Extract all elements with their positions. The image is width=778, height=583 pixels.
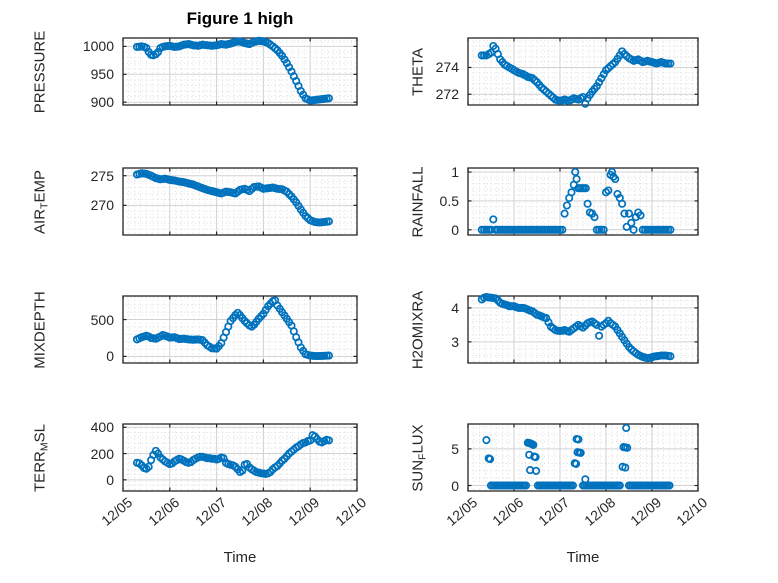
ylabel-subscript: T [38, 202, 51, 209]
ylabel-subscript: M [38, 441, 51, 451]
subplot-air_temp [122, 167, 358, 236]
ylabel-mixdepth: MIXDEPTH [31, 290, 49, 369]
ylabel-terr_msl: TERRMSL [31, 423, 51, 492]
ytick-label: 500 [90, 311, 114, 328]
ytick-label: 272 [435, 86, 459, 103]
ytick-label: 275 [90, 167, 114, 184]
ytick-label: 900 [90, 94, 114, 111]
subplot-rainfall [467, 167, 699, 236]
ytick-label: 400 [90, 419, 114, 436]
x-axis-label-right-column: Time [566, 549, 600, 566]
scatter-series-air_temp [132, 169, 333, 227]
ytick-label: 0 [106, 471, 114, 488]
ytick-label: 0 [451, 477, 459, 494]
ytick-label: 274 [435, 59, 459, 76]
ylabel-pressure: PRESSURE [31, 30, 49, 113]
x-axis-label-left-column: Time [223, 549, 257, 566]
figure-title: Figure 1 high [186, 9, 294, 28]
subplot-sun_flux [467, 423, 699, 492]
ytick-label: 200 [90, 445, 114, 462]
ytick-label: 0 [106, 348, 114, 365]
axes-frame [122, 423, 358, 492]
ytick-label: 4 [451, 299, 459, 316]
scatter-series-terr_msl [132, 431, 333, 478]
axes-frame [122, 295, 358, 364]
ytick-label: 3 [451, 333, 459, 350]
ytick-label: 1000 [82, 38, 114, 55]
ytick-label: 5 [451, 440, 459, 457]
axes-frame [467, 423, 699, 492]
ytick-label: 1 [451, 164, 459, 181]
subplot-terr_msl [122, 423, 358, 492]
scatter-series-mixdepth [132, 296, 333, 361]
subplot-mixdepth [122, 295, 358, 364]
ytick-label: 950 [90, 66, 114, 83]
ytick-label: 0 [451, 221, 459, 238]
scatter-series-sun_flux [482, 423, 674, 490]
axes-frame [122, 167, 358, 236]
scatter-series-h2omixra [477, 292, 675, 363]
scatter-series-pressure [132, 36, 333, 105]
scatter-series-rainfall [477, 167, 675, 234]
subplot-h2omixra [467, 292, 699, 364]
ytick-label: 270 [90, 197, 114, 214]
axes-frame [467, 37, 699, 106]
subplot-theta [467, 37, 699, 108]
scatter-series-theta [477, 41, 675, 108]
axes-frame [467, 295, 699, 364]
ytick-label: 0.5 [439, 192, 459, 209]
subplot-pressure [122, 36, 358, 106]
ylabel-air_temp: AIRTEMP [31, 169, 51, 234]
